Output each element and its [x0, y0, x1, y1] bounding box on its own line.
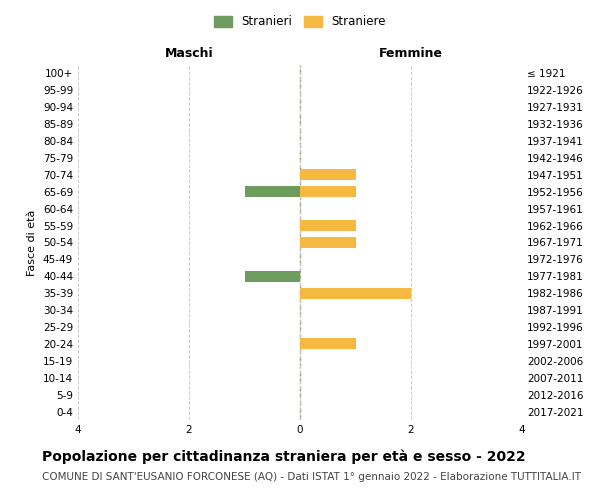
Text: COMUNE DI SANT'EUSANIO FORCONESE (AQ) - Dati ISTAT 1° gennaio 2022 - Elaborazion: COMUNE DI SANT'EUSANIO FORCONESE (AQ) - …	[42, 472, 581, 482]
Text: Femmine: Femmine	[379, 47, 443, 60]
Bar	[245, 271, 300, 282]
Bar	[300, 338, 355, 349]
Bar	[300, 170, 355, 180]
Bar	[300, 237, 355, 248]
Legend: Stranieri, Straniere: Stranieri, Straniere	[209, 10, 391, 33]
Text: Popolazione per cittadinanza straniera per età e sesso - 2022: Popolazione per cittadinanza straniera p…	[42, 450, 526, 464]
Bar	[300, 186, 355, 198]
Bar	[300, 220, 355, 231]
Text: Maschi: Maschi	[164, 47, 214, 60]
Bar	[245, 186, 300, 198]
Y-axis label: Fasce di età: Fasce di età	[28, 210, 37, 276]
Bar	[300, 288, 411, 298]
